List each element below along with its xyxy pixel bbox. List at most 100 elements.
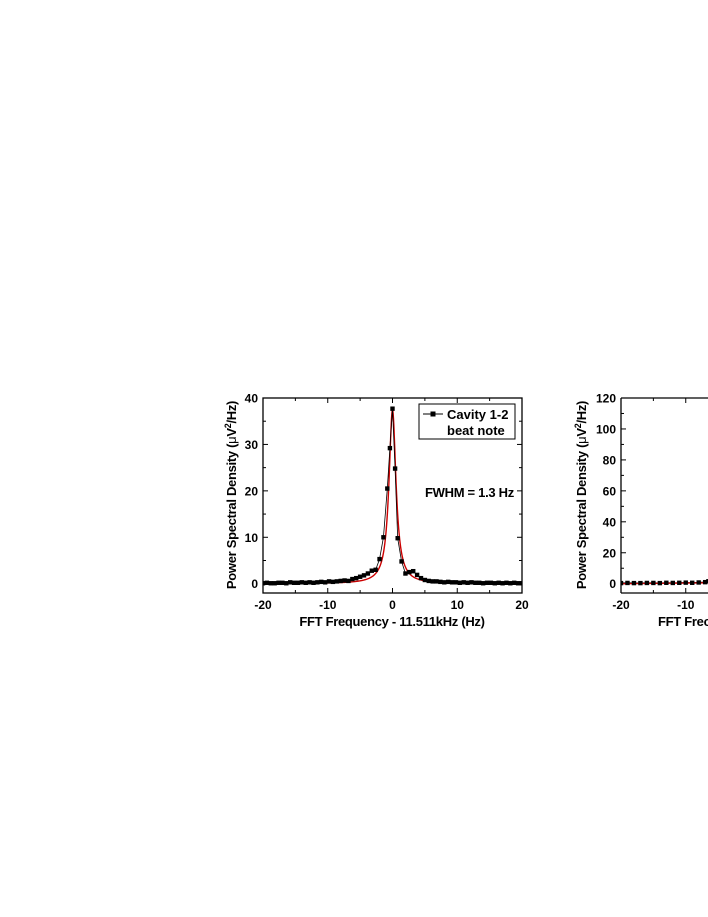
data-point [504,580,509,585]
data-point [288,580,293,585]
y-tick-label: 20 [245,484,259,498]
data-point [392,466,398,471]
data-point [319,579,324,585]
data-point [631,580,637,586]
data-point [385,486,390,491]
data-point [457,580,463,585]
data-point [315,580,320,585]
data-point [338,578,343,584]
data-point [453,580,459,585]
data-point [334,579,340,584]
x-axis-label-right: FFT Frec [658,614,708,629]
series-left [263,406,522,586]
data-point [326,579,332,584]
data-point [696,580,701,585]
y-tick-label: 40 [245,392,259,406]
data-point [365,571,371,576]
data-point [449,580,455,585]
data-point [263,581,266,586]
data-point [418,575,424,581]
data-point [477,580,482,585]
data-point [361,573,367,578]
data-point [381,535,386,540]
data-point [354,575,359,581]
data-point [377,556,382,562]
y-ticks-left: 0 10 20 30 40 [245,392,522,591]
data-point [670,580,675,586]
series-right [621,579,708,586]
data-point [519,581,522,586]
data-point [488,580,494,585]
data-point [330,579,336,585]
fwhm-annotation: FWHM = 1.3 Hz [425,485,515,500]
x-ticks-left: -20 -10 0 10 20 [254,398,529,612]
data-point [357,574,363,579]
data-point [268,581,273,586]
data-point [690,580,695,585]
data-point [291,580,297,585]
data-point [442,580,447,585]
data-point [414,572,420,578]
data-point [422,577,428,583]
chart-right: -20 -10 0 20 40 60 80 100 120 FFT Frec Power Sp… [573,392,708,629]
data-point [322,580,328,585]
data-point [677,580,682,585]
y-tick-label: 60 [603,484,617,498]
data-point [434,579,439,584]
data-point [702,579,708,585]
y-tick-label: 0 [609,577,616,591]
x-tick-label: -20 [254,598,272,612]
data-point [706,579,708,584]
data-point [407,569,412,575]
data-point [342,578,347,583]
x-tick-label: 20 [515,598,529,612]
x-tick-label: -10 [677,598,695,612]
y-ticks-right: 0 20 40 60 80 100 120 [596,392,626,591]
data-point [280,580,285,585]
data-point [465,580,470,585]
legend-entry-line2: beat note [447,423,505,438]
legend-entry-line1: Cavity 1-2 [447,407,508,422]
data-markers-right [621,579,708,586]
x-tick-label: 10 [451,598,465,612]
data-point [473,580,478,585]
y-tick-label: 120 [596,392,616,406]
y-tick-label: 10 [245,531,259,545]
x-tick-label: -10 [319,598,337,612]
data-point [272,581,277,586]
data-markers-left [263,406,522,586]
data-point [621,580,624,586]
data-point [683,580,688,585]
data-point [480,581,486,586]
x-ticks-right: -20 -10 [612,398,695,612]
data-point [369,568,374,573]
data-point [303,580,308,585]
data-point [350,576,355,582]
data-point [276,580,281,585]
data-point [390,406,395,411]
y-axis-label-right: Power Spectral Density (μV2/Hz) [573,401,589,589]
data-point [438,579,443,585]
data-point [399,559,404,564]
data-point [657,580,663,586]
data-point [346,578,351,584]
data-point [508,581,513,586]
data-point [515,581,521,586]
data-point [469,580,474,585]
data-point [387,445,393,451]
y-axis-label-left: Power Spectral Density (μV2/Hz) [223,401,239,589]
y-tick-label: 0 [251,577,258,591]
data-point [492,581,497,586]
x-axis-label-left: FFT Frequency - 11.511kHz (Hz) [299,614,484,629]
data-point [307,580,312,585]
y-tick-label: 40 [603,515,617,529]
data-point [264,580,270,585]
legend: Cavity 1-2 beat note [418,403,516,440]
x-tick-label: 0 [389,598,396,612]
legend-box [418,403,516,440]
data-point [426,578,431,584]
legend-marker-symbol [430,411,436,417]
data-point [512,580,517,585]
data-point [311,580,316,585]
